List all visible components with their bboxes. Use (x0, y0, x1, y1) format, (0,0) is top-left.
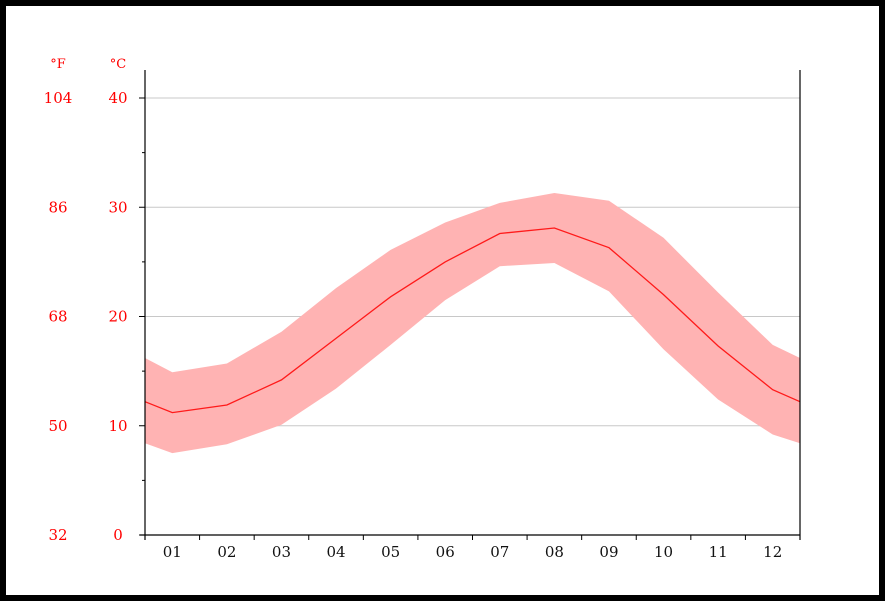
temperature-range-band (145, 193, 800, 454)
month-tick-label: 10 (654, 543, 673, 561)
fahrenheit-tick-label: 68 (48, 308, 67, 326)
month-tick-label: 11 (709, 543, 728, 561)
fahrenheit-unit-label: °F (50, 57, 66, 72)
month-tick-label: 12 (763, 543, 782, 561)
month-tick-label: 02 (217, 543, 236, 561)
celsius-tick-label: 30 (108, 198, 127, 216)
fahrenheit-tick-label: 86 (48, 198, 67, 216)
tick-labels: °F °C 40 104 30 86 20 68 10 50 0 32 01 02 03 04 05 06 07… (44, 57, 783, 561)
month-tick-label: 08 (545, 543, 564, 561)
fahrenheit-tick-label: 104 (44, 89, 73, 107)
month-tick-label: 03 (272, 543, 291, 561)
celsius-tick-label: 10 (108, 417, 127, 435)
gridlines (145, 97, 800, 427)
fahrenheit-tick-label: 50 (48, 417, 67, 435)
month-tick-label: 06 (436, 543, 455, 561)
axes (139, 70, 801, 540)
celsius-tick-label: 0 (113, 526, 123, 544)
month-tick-label: 05 (381, 543, 400, 561)
celsius-unit-label: °C (110, 57, 127, 72)
month-tick-label: 09 (599, 543, 618, 561)
temperature-band-area (145, 193, 800, 454)
month-tick-label: 07 (490, 543, 509, 561)
month-tick-label: 04 (326, 543, 345, 561)
month-tick-label: 01 (163, 543, 182, 561)
mean-line-path (144, 227, 801, 414)
celsius-tick-label: 40 (108, 89, 127, 107)
mean-temperature-line (144, 227, 801, 414)
fahrenheit-tick-label: 32 (48, 526, 67, 544)
celsius-tick-label: 20 (108, 308, 127, 326)
